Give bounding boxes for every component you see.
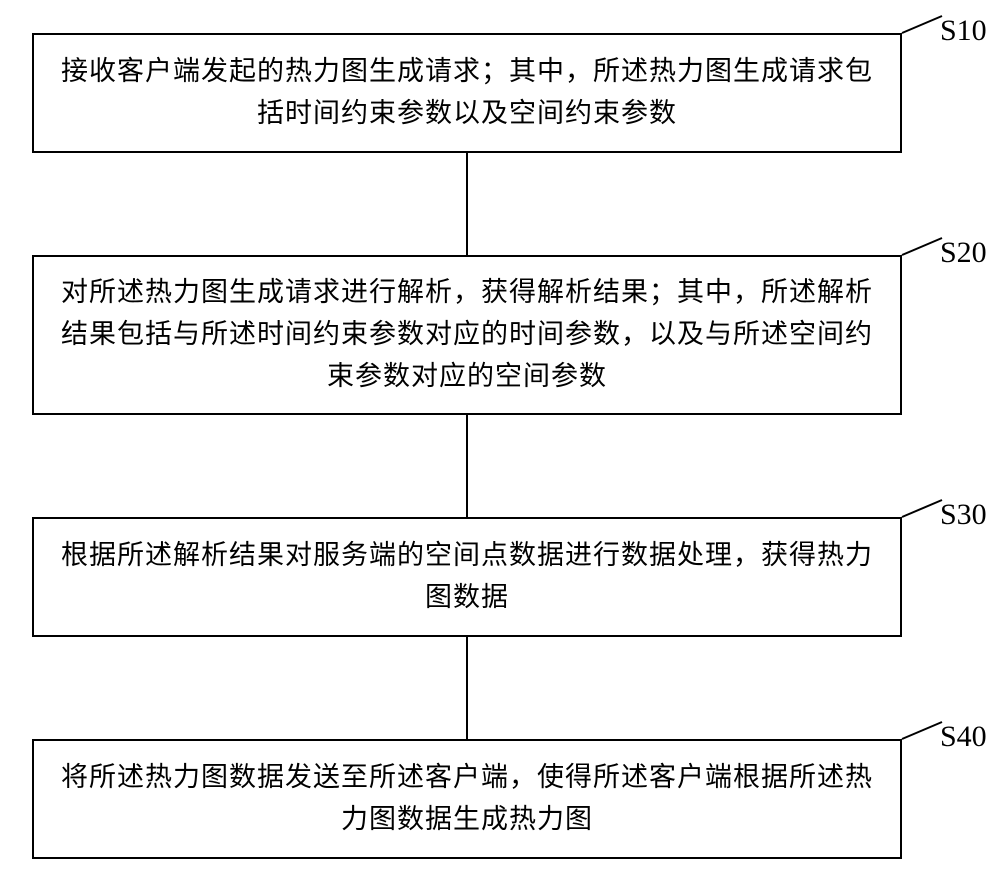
- connector-s10-s20: [466, 153, 468, 255]
- flow-step-s20: 对所述热力图生成请求进行解析，获得解析结果；其中，所述解析结果包括与所述时间约束…: [32, 255, 902, 415]
- flow-step-s10: 接收客户端发起的热力图生成请求；其中，所述热力图生成请求包括时间约束参数以及空间…: [32, 33, 902, 153]
- flow-step-s30: 根据所述解析结果对服务端的空间点数据进行数据处理，获得热力图数据: [32, 517, 902, 637]
- connector-s30-s40: [466, 637, 468, 739]
- flow-step-s10-label: S10: [940, 14, 987, 48]
- connector-s20-s30: [466, 415, 468, 517]
- flow-step-s10-text: 接收客户端发起的热力图生成请求；其中，所述热力图生成请求包括时间约束参数以及空间…: [54, 51, 880, 135]
- flow-step-s20-text: 对所述热力图生成请求进行解析，获得解析结果；其中，所述解析结果包括与所述时间约束…: [54, 272, 880, 398]
- flowchart-canvas: 接收客户端发起的热力图生成请求；其中，所述热力图生成请求包括时间约束参数以及空间…: [0, 0, 1000, 888]
- flow-step-s40: 将所述热力图数据发送至所述客户端，使得所述客户端根据所述热力图数据生成热力图: [32, 739, 902, 859]
- flow-step-s40-label: S40: [940, 720, 987, 754]
- flow-step-s20-label: S20: [940, 236, 987, 270]
- flow-step-s40-text: 将所述热力图数据发送至所述客户端，使得所述客户端根据所述热力图数据生成热力图: [54, 757, 880, 841]
- flow-step-s30-text: 根据所述解析结果对服务端的空间点数据进行数据处理，获得热力图数据: [54, 535, 880, 619]
- flow-step-s30-label: S30: [940, 498, 987, 532]
